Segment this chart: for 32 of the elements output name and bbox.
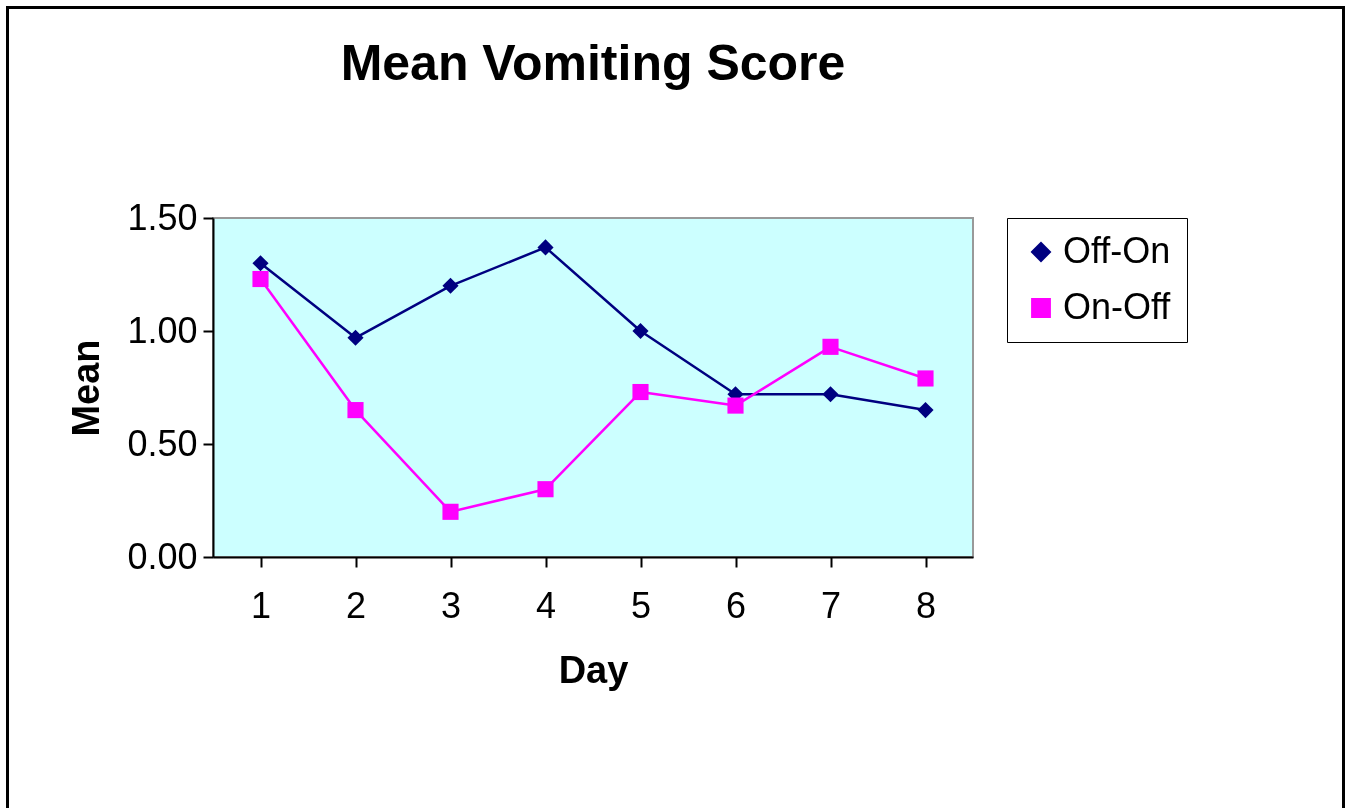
chart-title: Mean Vomiting Score [340, 35, 846, 91]
point [252, 270, 269, 288]
point [822, 338, 839, 355]
y-tick-label: 1.50 [127, 196, 198, 238]
point [727, 397, 744, 414]
x-axis-title: Day [558, 648, 629, 691]
y-tick-label: 0.50 [127, 422, 198, 464]
x-tick-label: 6 [725, 584, 747, 626]
point [537, 481, 554, 498]
point [632, 383, 649, 401]
point [917, 370, 934, 387]
x-tick-label: 5 [630, 584, 652, 626]
legend-label: On-Off [1063, 286, 1172, 327]
point [252, 255, 269, 272]
x-tick-label: 2 [345, 584, 367, 626]
point [822, 386, 839, 403]
point [632, 322, 649, 340]
point [917, 402, 934, 419]
y-axis-title: Mean [65, 339, 108, 437]
x-tick-label: 1 [250, 584, 272, 626]
y-tick-label: 1.00 [127, 309, 198, 351]
x-tick-label: 8 [915, 584, 937, 626]
x-tick-label: 4 [535, 584, 557, 626]
legend-label: Off-On [1063, 230, 1171, 271]
point [442, 503, 459, 520]
x-tick-label: 7 [820, 584, 842, 626]
y-tick-label: 0.00 [127, 535, 198, 577]
x-tick-label: 3 [440, 584, 462, 626]
point [347, 402, 364, 419]
point [442, 277, 459, 294]
point [537, 239, 554, 256]
point [347, 329, 364, 346]
